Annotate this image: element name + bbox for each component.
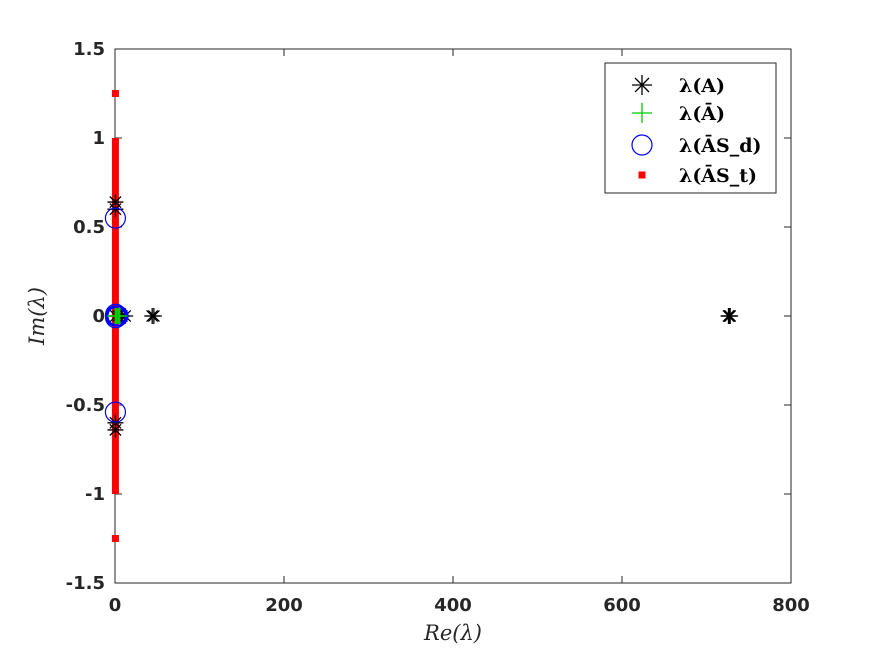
legend-item: λ(A) [632, 75, 725, 97]
y-tick-label: -1 [85, 484, 105, 505]
data-point [107, 414, 124, 431]
data-point [111, 90, 119, 97]
data-point [104, 207, 127, 229]
data-point [111, 535, 119, 542]
data-point [105, 307, 127, 329]
y-tick-label: 1 [92, 128, 105, 149]
y-tick-label: -1.5 [66, 573, 105, 594]
y-axis-label: Im(λ) [25, 287, 49, 346]
y-tick-label: -0.5 [66, 395, 105, 416]
legend-label: λ(A) [679, 75, 725, 97]
legend-item: λ(ĀS_t) [638, 165, 757, 187]
legend-marker [631, 134, 653, 156]
x-tick-label: 400 [434, 595, 472, 616]
legend-marker [632, 103, 652, 123]
y-tick-label: 0 [92, 306, 105, 327]
series-1 [107, 308, 128, 324]
legend-label: λ(ĀS_d) [679, 135, 762, 157]
y-tick-label: 1.5 [73, 39, 105, 60]
x-tick-label: 800 [772, 595, 810, 616]
data-point [105, 303, 127, 325]
x-tick-label: 600 [603, 595, 641, 616]
x-axis-label: Re(λ) [423, 621, 482, 645]
data-point [722, 308, 739, 324]
legend-item: λ(ĀS_d) [631, 134, 762, 157]
legend-marker [632, 75, 652, 95]
data-point [111, 308, 128, 324]
legend-item: λ(Ā) [632, 103, 725, 125]
axis-ticks: 0 200 400 600 800 1.5 1 0.5 0 -0.5 -1 -1.5 [66, 39, 810, 616]
y-tick-label: 0.5 [73, 217, 105, 238]
data-point [144, 308, 161, 324]
legend-label: λ(ĀS_t) [679, 165, 757, 187]
legend-label: λ(Ā) [679, 103, 725, 125]
x-tick-label: 0 [109, 595, 122, 616]
x-tick-label: 200 [265, 595, 303, 616]
legend: λ(A) λ(Ā) λ(ĀS_d) λ(ĀS_t) [604, 62, 777, 194]
legend-marker [638, 171, 646, 179]
data-marks [104, 90, 739, 542]
data-point [104, 401, 127, 423]
